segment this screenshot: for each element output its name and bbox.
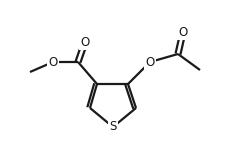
Text: O: O xyxy=(48,55,58,69)
Text: S: S xyxy=(109,121,117,134)
Text: O: O xyxy=(80,35,90,49)
Text: O: O xyxy=(178,25,188,38)
Text: O: O xyxy=(145,55,155,69)
